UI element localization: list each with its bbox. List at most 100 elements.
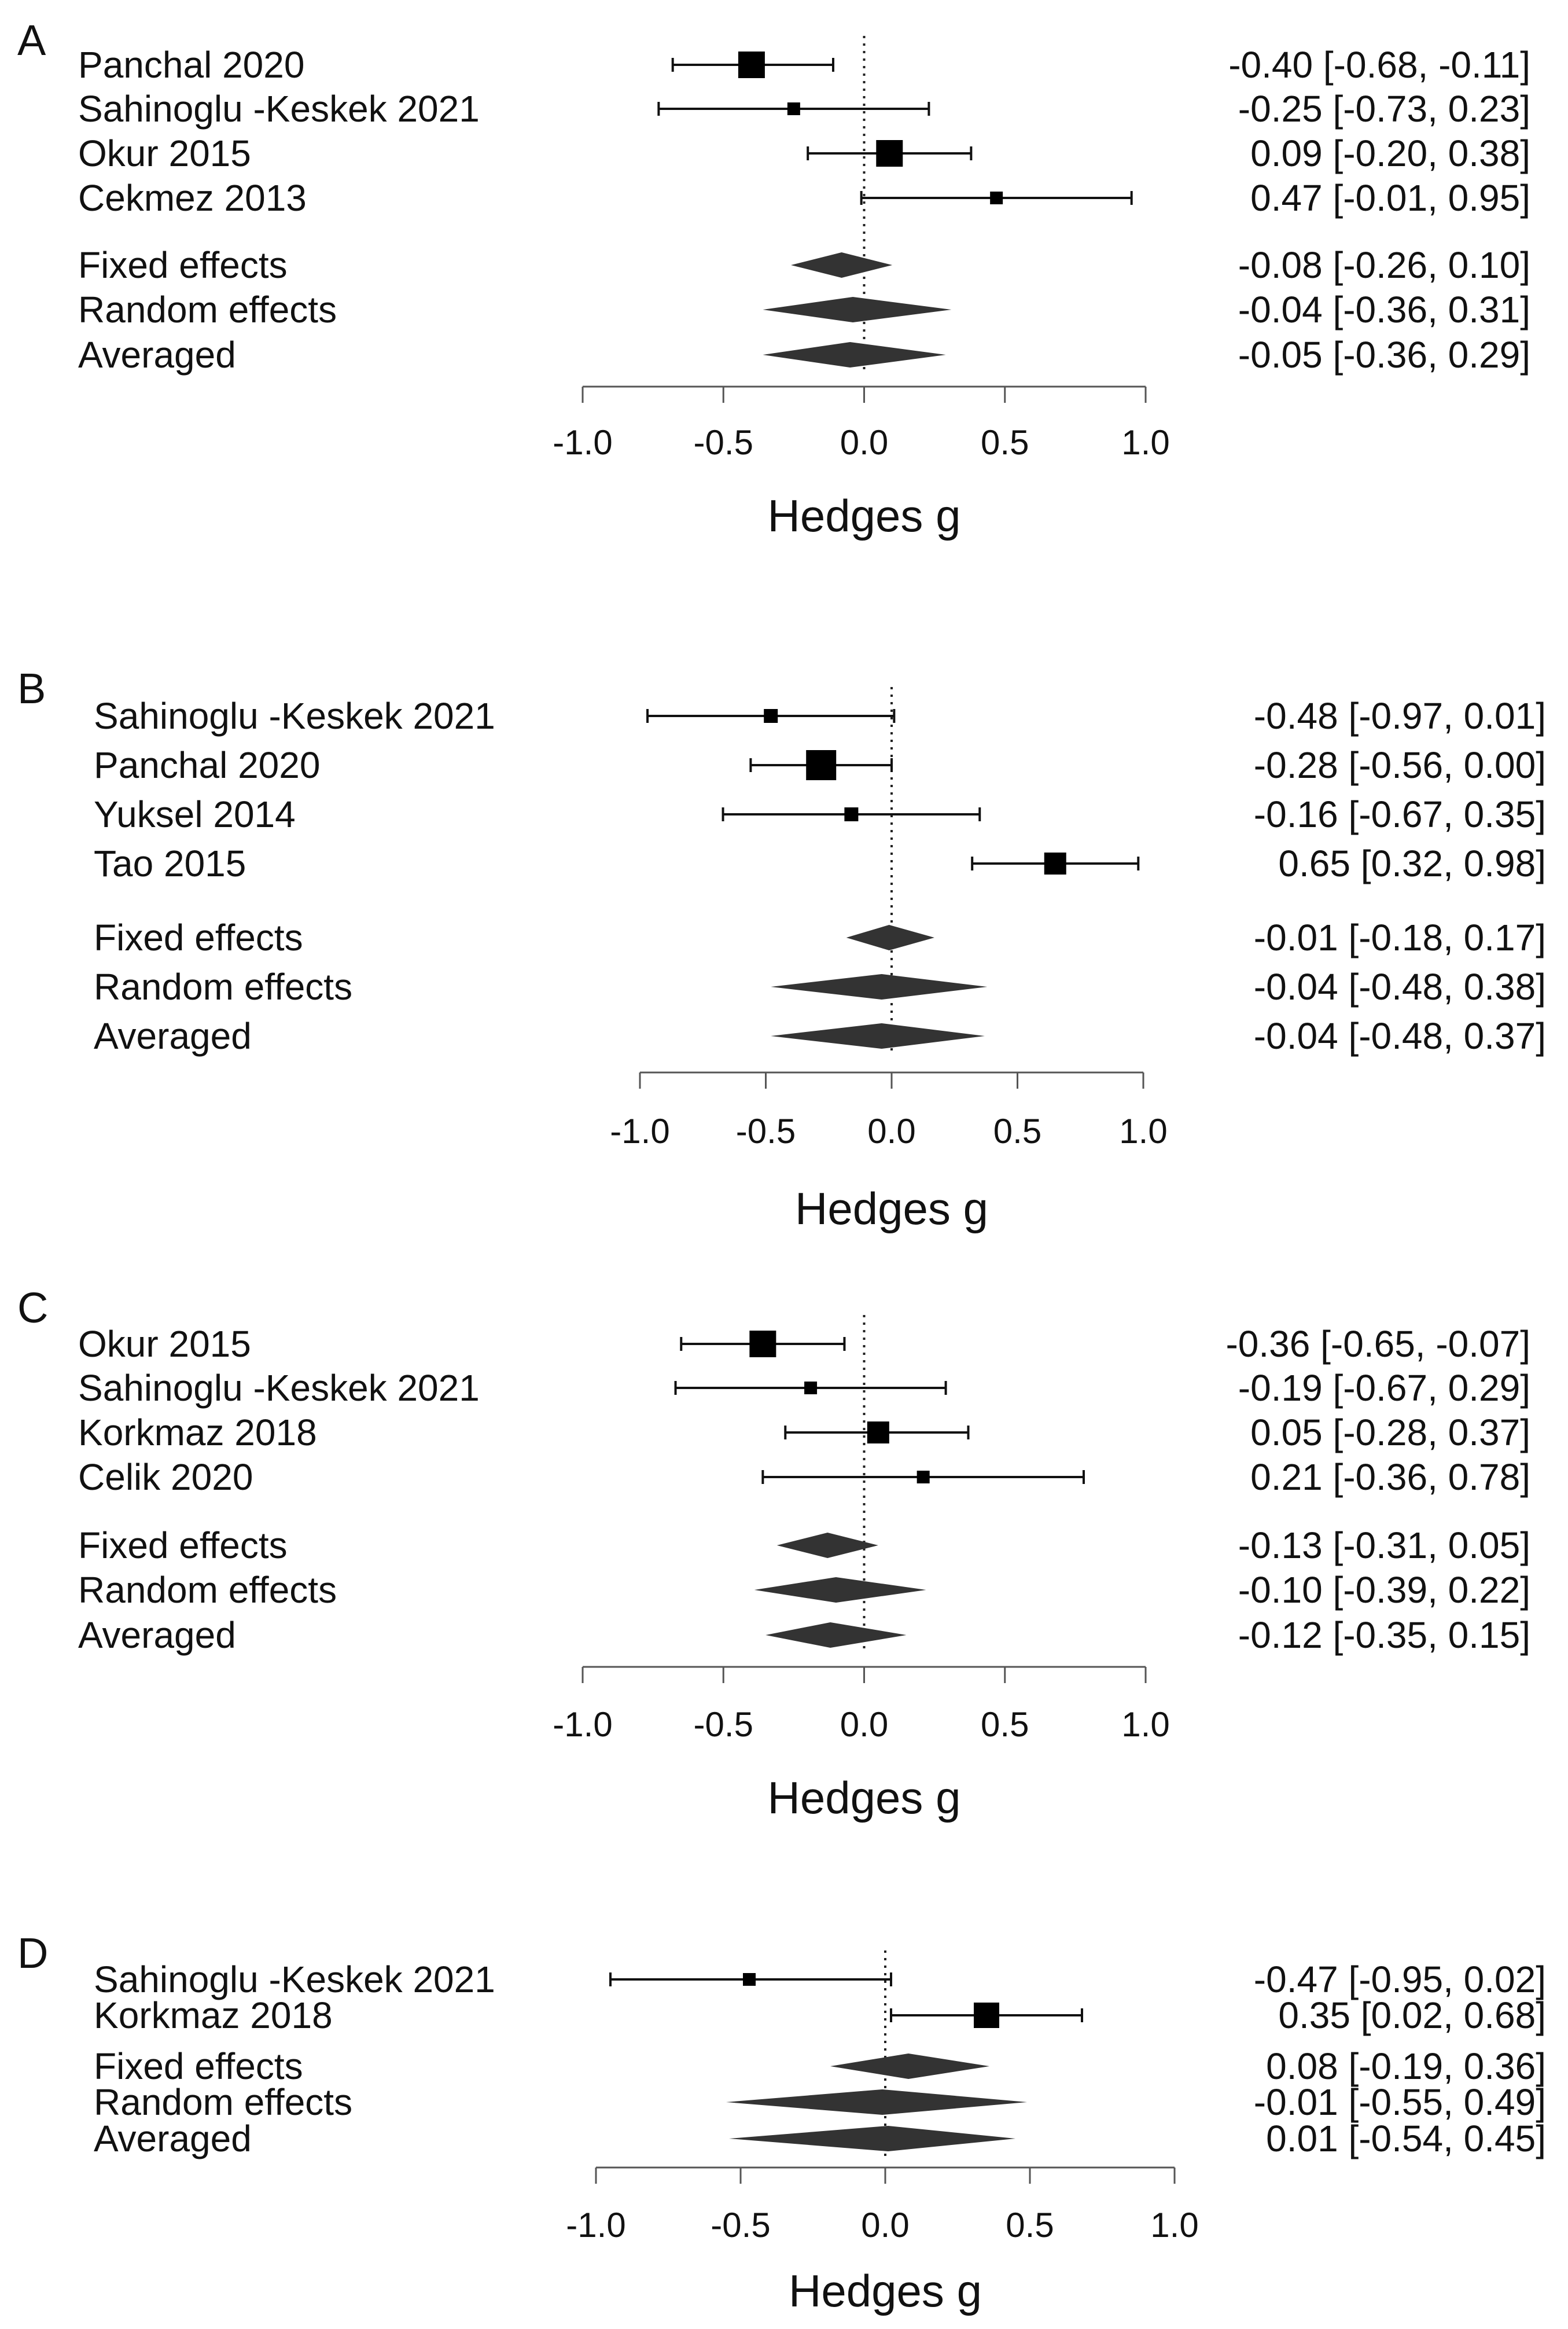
x-tick-label: 0.0 [840,423,888,462]
x-axis-title: Hedges g [768,1772,961,1823]
summary-ci-text: -0.10 [-0.39, 0.22] [1238,1569,1530,1611]
study-label: Sahinoglu -Keskek 2021 [94,695,495,737]
summary-ci-text: -0.05 [-0.36, 0.29] [1238,334,1530,376]
summary-diamond [754,1577,926,1603]
study-ci-text: -0.36 [-0.65, -0.07] [1225,1323,1530,1365]
study-label: Panchal 2020 [94,744,320,786]
summary-label: Fixed effects [78,1524,288,1566]
summary-ci-text: -0.01 [-0.18, 0.17] [1254,917,1546,958]
study-label: Okur 2015 [78,133,251,174]
panel-letter: A [17,16,46,64]
study-label: Sahinoglu -Keskek 2021 [78,88,480,130]
x-tick-label: 0.0 [867,1112,915,1151]
x-axis-title: Hedges g [795,1183,988,1234]
study-point-estimate [867,1421,889,1443]
summary-diamond [771,1023,985,1049]
x-tick-label: 0.0 [861,2206,909,2244]
study-label: Okur 2015 [78,1323,251,1365]
x-tick-label: -0.5 [711,2206,770,2244]
study-label: Cekmez 2013 [78,177,307,219]
summary-ci-text: -0.04 [-0.36, 0.31] [1238,289,1530,330]
summary-diamond [729,2126,1015,2151]
study-point-estimate [743,1973,756,1986]
study-point-estimate [974,2003,999,2028]
summary-diamond [846,925,934,950]
study-point-estimate [990,192,1003,204]
study-ci-text: -0.19 [-0.67, 0.29] [1238,1367,1530,1409]
x-tick-label: 0.5 [993,1112,1041,1151]
summary-ci-text: -0.12 [-0.35, 0.15] [1238,1614,1530,1656]
panel-letter: C [17,1284,48,1332]
x-tick-label: 0.5 [1006,2206,1054,2244]
summary-label: Averaged [78,1614,236,1656]
study-point-estimate [787,102,800,115]
x-tick-label: 0.5 [981,423,1029,462]
summary-ci-text: -0.01 [-0.55, 0.49] [1254,2081,1546,2123]
panel-d: D Sahinoglu -Keskek 2021 -0.47 [-0.95, 0.0… [17,1929,1546,2316]
panel-b: B Sahinoglu -Keskek 2021 -0.48 [-0.97, 0.0… [17,664,1546,1234]
summary-diamond [726,2089,1027,2115]
study-ci-text: 0.35 [0.02, 0.68] [1278,1994,1546,2036]
study-point-estimate [749,1331,776,1357]
study-ci-text: -0.16 [-0.67, 0.35] [1254,794,1546,835]
panel-letter: D [17,1929,48,1977]
summary-ci-text: 0.08 [-0.19, 0.36] [1266,2045,1546,2087]
summary-ci-text: -0.13 [-0.31, 0.05] [1238,1524,1530,1566]
summary-ci-text: -0.04 [-0.48, 0.38] [1254,966,1546,1008]
study-ci-text: 0.21 [-0.36, 0.78] [1250,1456,1530,1498]
study-label: Celik 2020 [78,1456,253,1498]
summary-label: Random effects [94,966,352,1008]
x-tick-label: 1.0 [1150,2206,1198,2244]
summary-ci-text: 0.01 [-0.54, 0.45] [1266,2118,1546,2159]
summary-ci-text: -0.04 [-0.48, 0.37] [1254,1015,1546,1057]
x-tick-label: -1.0 [553,423,612,462]
summary-diamond [791,252,893,278]
x-tick-label: 1.0 [1119,1112,1167,1151]
study-point-estimate [806,750,837,780]
study-ci-text: -0.40 [-0.68, -0.11] [1228,44,1530,86]
study-ci-text: -0.25 [-0.73, 0.23] [1238,88,1530,130]
study-label: Yuksel 2014 [94,794,296,835]
summary-label: Averaged [94,2118,252,2159]
study-ci-text: -0.28 [-0.56, 0.00] [1254,744,1546,786]
x-axis-title: Hedges g [768,490,961,541]
summary-label: Random effects [94,2081,352,2123]
x-tick-label: -1.0 [566,2206,625,2244]
summary-label: Random effects [78,1569,337,1611]
panel-letter: B [17,664,46,712]
study-label: Korkmaz 2018 [94,1994,333,2036]
summary-ci-text: -0.08 [-0.26, 0.10] [1238,244,1530,286]
summary-label: Fixed effects [78,244,288,286]
study-point-estimate [844,807,859,821]
x-tick-label: 0.0 [840,1705,888,1744]
summary-label: Fixed effects [94,2045,303,2087]
study-ci-text: -0.48 [-0.97, 0.01] [1254,695,1546,737]
study-ci-text: -0.47 [-0.95, 0.02] [1254,1959,1546,2000]
summary-diamond [765,1622,907,1648]
panel-a: A Panchal 2020 -0.40 [-0.68, -0.11] Sahinog… [17,16,1530,541]
summary-diamond [830,2054,989,2079]
study-point-estimate [764,709,778,723]
x-tick-label: -0.5 [694,1705,753,1744]
study-ci-text: 0.65 [0.32, 0.98] [1278,843,1546,884]
x-tick-label: 1.0 [1121,423,1169,462]
x-tick-label: -0.5 [736,1112,796,1151]
study-label: Korkmaz 2018 [78,1412,317,1453]
study-ci-text: 0.05 [-0.28, 0.37] [1250,1412,1530,1453]
summary-label: Averaged [94,1015,252,1057]
summary-diamond [771,974,988,1000]
panel-c: C Okur 2015 -0.36 [-0.65, -0.07] Sahinoglu … [17,1284,1530,1823]
study-ci-text: 0.47 [-0.01, 0.95] [1250,177,1530,219]
study-point-estimate [876,140,903,167]
study-point-estimate [1044,853,1066,875]
x-tick-label: -1.0 [610,1112,669,1151]
study-label: Sahinoglu -Keskek 2021 [94,1959,495,2000]
study-point-estimate [916,1471,930,1483]
study-label: Sahinoglu -Keskek 2021 [78,1367,480,1409]
study-point-estimate [738,52,765,78]
summary-diamond [763,297,952,322]
study-label: Panchal 2020 [78,44,304,86]
x-axis-title: Hedges g [789,2265,982,2316]
summary-label: Random effects [78,289,337,330]
